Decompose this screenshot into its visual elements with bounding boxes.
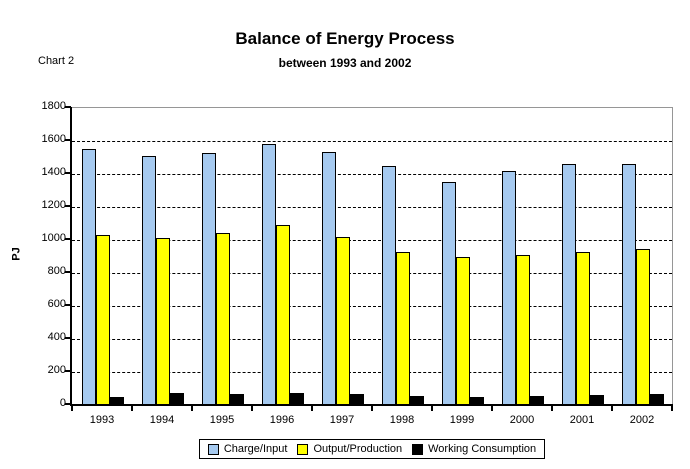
- bar-output-production-1997: [336, 237, 350, 405]
- x-tick: [191, 406, 193, 411]
- chart-subtitle: between 1993 and 2002: [278, 56, 412, 70]
- x-tick: [611, 406, 613, 411]
- bar-charge-input-1998: [382, 166, 396, 405]
- y-tick-label: 1400: [41, 166, 66, 178]
- y-tick: [65, 172, 71, 174]
- x-tick-label: 1998: [389, 414, 415, 426]
- x-tick-label: 1993: [89, 414, 115, 426]
- chart-label: Chart 2: [38, 55, 75, 67]
- x-tick-label: 2000: [509, 414, 535, 426]
- bar-output-production-1995: [216, 233, 230, 405]
- x-tick-label: 2001: [569, 414, 595, 426]
- x-tick-label: 1999: [449, 414, 475, 426]
- legend-item: Working Consumption: [412, 443, 536, 455]
- y-tick: [65, 337, 71, 339]
- x-tick: [311, 406, 313, 411]
- y-tick-label: 1600: [41, 133, 66, 145]
- x-tick: [371, 406, 373, 411]
- y-tick: [65, 304, 71, 306]
- x-tick: [131, 406, 133, 411]
- legend-swatch-icon: [412, 443, 424, 455]
- x-tick-label: 1994: [149, 414, 175, 426]
- x-tick: [671, 406, 673, 411]
- legend-label: Charge/Input: [223, 443, 288, 455]
- y-tick: [65, 238, 71, 240]
- bar-output-production-1999: [456, 257, 470, 405]
- y-tick-label: 1200: [41, 199, 66, 211]
- gridline: [72, 240, 672, 241]
- legend-swatch-icon: [297, 443, 309, 455]
- bar-output-production-1996: [276, 225, 290, 405]
- gridline: [72, 339, 672, 340]
- x-tick: [251, 406, 253, 411]
- x-tick: [551, 406, 553, 411]
- gridline: [72, 273, 672, 274]
- legend-swatch-icon: [207, 443, 219, 455]
- gridline: [72, 306, 672, 307]
- x-tick-label: 1997: [329, 414, 355, 426]
- y-tick-label: 600: [47, 298, 66, 310]
- x-tick-label: 2002: [629, 414, 655, 426]
- bar-charge-input-1997: [322, 152, 336, 405]
- bar-output-production-1994: [156, 238, 170, 405]
- plot-area: [72, 107, 673, 405]
- y-tick-label: 0: [59, 397, 66, 409]
- x-tick: [71, 406, 73, 411]
- legend-item: Charge/Input: [207, 443, 288, 455]
- y-tick: [65, 205, 71, 207]
- bar-charge-input-1996: [262, 144, 276, 405]
- legend-label: Output/Production: [313, 443, 403, 455]
- bar-charge-input-1999: [442, 182, 456, 405]
- bar-output-production-1998: [396, 252, 410, 405]
- x-tick: [431, 406, 433, 411]
- x-tick: [491, 406, 493, 411]
- y-tick: [65, 106, 71, 108]
- y-tick: [65, 139, 71, 141]
- gridline: [72, 141, 672, 142]
- legend-item: Output/Production: [297, 443, 402, 455]
- bar-charge-input-1993: [82, 149, 96, 405]
- y-tick-label: 200: [47, 364, 66, 376]
- y-tick-label: 1800: [41, 100, 66, 112]
- gridline: [72, 372, 672, 373]
- bar-charge-input-1994: [142, 156, 156, 405]
- legend-box: Charge/Input Output/Production Working Con…: [198, 439, 546, 459]
- bar-output-production-2001: [576, 252, 590, 405]
- bar-output-production-2000: [516, 255, 530, 405]
- y-tick-label: 800: [47, 265, 66, 277]
- y-tick-label: 1000: [41, 232, 66, 244]
- y-tick: [65, 271, 71, 273]
- bar-charge-input-2002: [622, 164, 636, 405]
- y-axis-title: PJ: [10, 247, 23, 261]
- x-axis-line: [70, 404, 673, 406]
- gridline: [72, 174, 672, 175]
- y-tick: [65, 403, 71, 405]
- x-tick-label: 1995: [209, 414, 235, 426]
- bar-output-production-2002: [636, 249, 650, 405]
- legend: Charge/Input Output/Production Working Con…: [72, 439, 672, 459]
- bar-charge-input-2000: [502, 171, 516, 405]
- legend-label: Working Consumption: [428, 443, 537, 455]
- x-tick-label: 1996: [269, 414, 295, 426]
- bar-charge-input-2001: [562, 164, 576, 405]
- y-tick-label: 400: [47, 331, 66, 343]
- bar-output-production-1993: [96, 235, 110, 405]
- y-tick: [65, 370, 71, 372]
- chart-title: Balance of Energy Process: [235, 29, 455, 48]
- bar-charge-input-1995: [202, 153, 216, 405]
- gridline: [72, 207, 672, 208]
- y-axis-line: [70, 107, 72, 406]
